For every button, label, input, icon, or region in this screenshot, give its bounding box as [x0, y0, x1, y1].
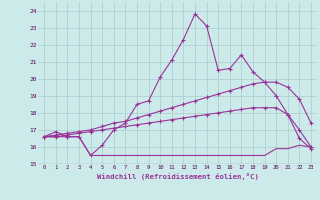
X-axis label: Windchill (Refroidissement éolien,°C): Windchill (Refroidissement éolien,°C) — [97, 173, 259, 180]
